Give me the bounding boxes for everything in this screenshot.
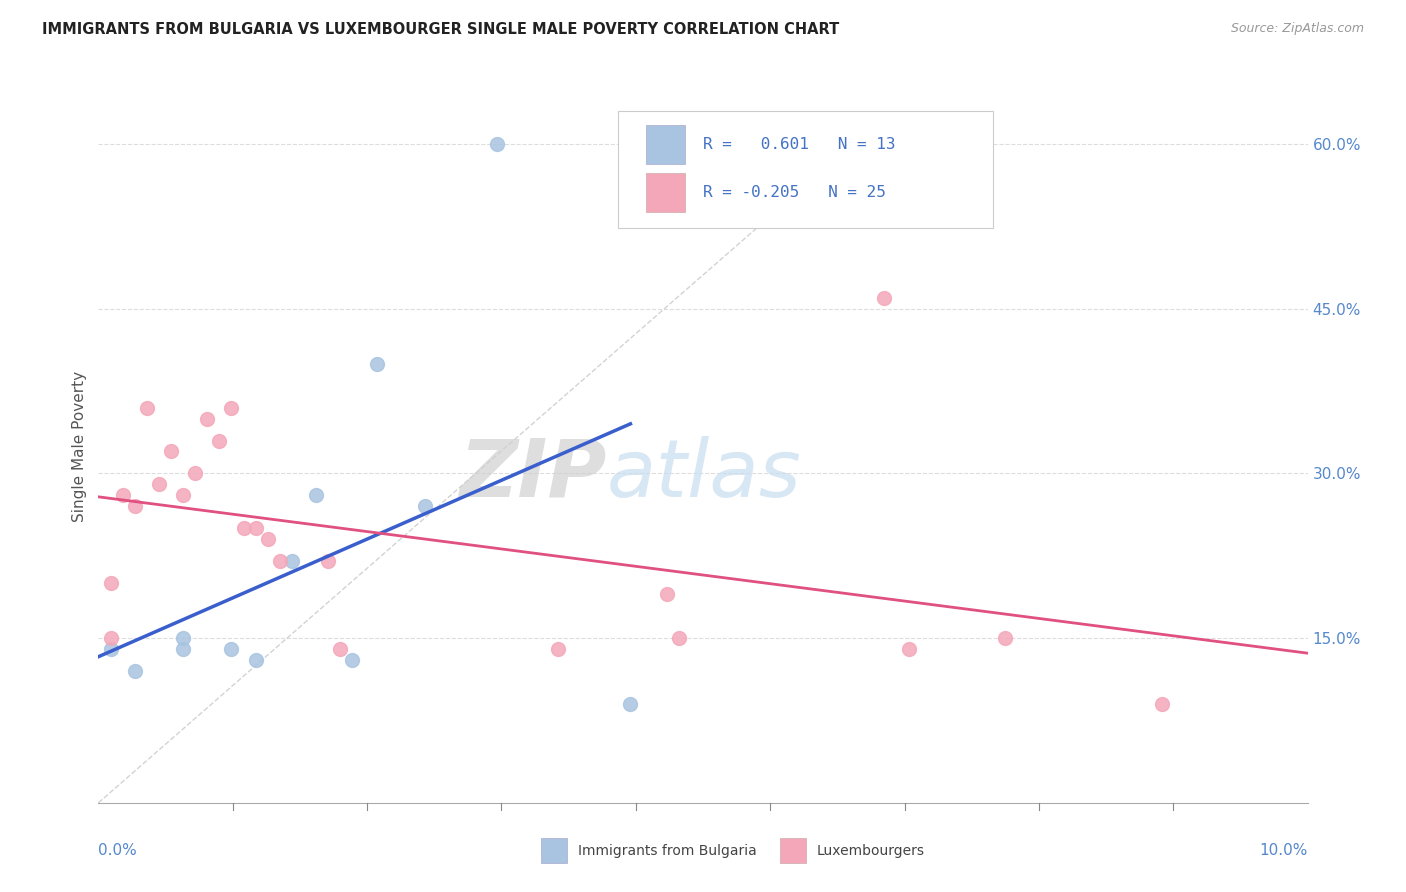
Point: [195, 411, 218, 425]
Point: [486, 137, 509, 152]
Point: [245, 521, 267, 535]
Point: [208, 434, 231, 448]
Point: [245, 653, 267, 667]
Text: Immigrants from Bulgaria: Immigrants from Bulgaria: [578, 844, 756, 858]
Point: [619, 697, 641, 711]
Point: [111, 488, 134, 502]
Point: [172, 488, 194, 502]
Bar: [647, 125, 685, 164]
Point: [124, 664, 146, 678]
Point: [281, 554, 304, 568]
Point: [994, 631, 1017, 645]
Point: [1152, 697, 1174, 711]
Point: [668, 631, 690, 645]
Point: [172, 642, 194, 657]
Point: [221, 642, 243, 657]
Point: [124, 500, 146, 514]
Text: Luxembourgers: Luxembourgers: [817, 844, 925, 858]
Text: 0.0%: 0.0%: [98, 843, 138, 858]
Point: [100, 642, 122, 657]
Point: [172, 631, 194, 645]
Point: [342, 653, 364, 667]
Point: [100, 631, 122, 645]
Y-axis label: Single Male Poverty: Single Male Poverty: [72, 370, 87, 522]
Point: [897, 642, 920, 657]
Point: [184, 467, 207, 481]
Point: [160, 444, 183, 458]
Point: [256, 533, 278, 547]
Point: [366, 357, 388, 371]
Point: [148, 477, 170, 491]
Point: [232, 521, 254, 535]
Point: [269, 554, 291, 568]
Point: [329, 642, 352, 657]
Text: ZIP: ZIP: [458, 435, 606, 514]
Point: [547, 642, 569, 657]
FancyBboxPatch shape: [619, 111, 993, 228]
Text: R = -0.205   N = 25: R = -0.205 N = 25: [703, 185, 886, 200]
Point: [221, 401, 243, 415]
Point: [135, 401, 157, 415]
Text: Source: ZipAtlas.com: Source: ZipAtlas.com: [1230, 22, 1364, 36]
Point: [100, 576, 122, 591]
Bar: [647, 173, 685, 212]
Point: [413, 500, 436, 514]
Text: 10.0%: 10.0%: [1260, 843, 1308, 858]
Point: [316, 554, 339, 568]
Point: [655, 587, 678, 601]
Point: [873, 291, 896, 305]
Point: [305, 488, 328, 502]
Text: R =   0.601   N = 13: R = 0.601 N = 13: [703, 137, 896, 152]
Text: IMMIGRANTS FROM BULGARIA VS LUXEMBOURGER SINGLE MALE POVERTY CORRELATION CHART: IMMIGRANTS FROM BULGARIA VS LUXEMBOURGER…: [42, 22, 839, 37]
Text: atlas: atlas: [606, 435, 801, 514]
